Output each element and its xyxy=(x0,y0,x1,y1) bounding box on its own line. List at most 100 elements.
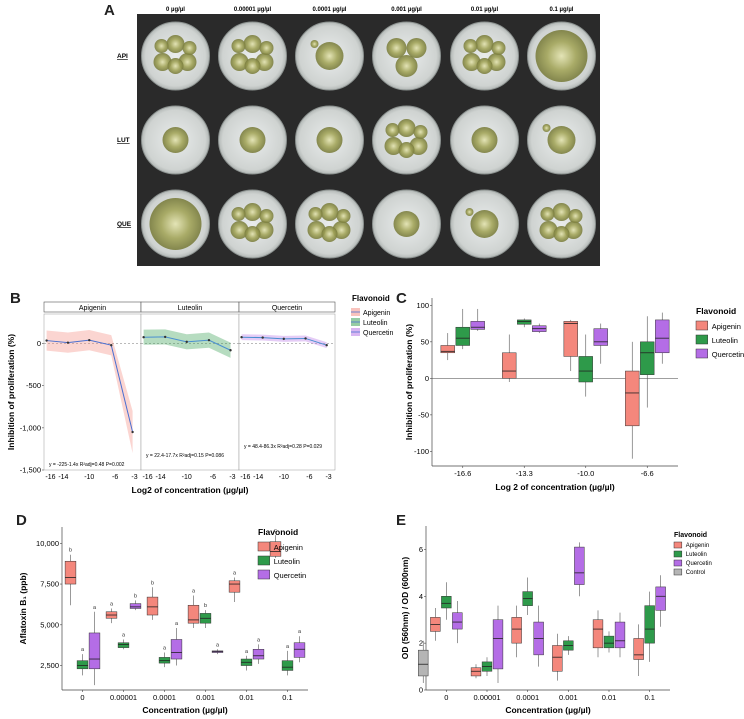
legend-label: Apigenin xyxy=(274,543,303,552)
significance-letter: b xyxy=(151,580,154,586)
fungal-colony xyxy=(149,198,202,250)
x-tick-label: -13.3 xyxy=(516,469,533,478)
y-tick-label: -50 xyxy=(418,410,429,419)
y-tick-label: 0 xyxy=(425,374,429,383)
fungal-colony xyxy=(259,41,274,55)
significance-letter: a xyxy=(175,621,179,627)
y-tick-label: 6 xyxy=(419,545,423,554)
y-tick-label: 5,000 xyxy=(40,620,59,629)
significance-letter: a xyxy=(216,642,220,648)
box-apigenin xyxy=(228,580,241,593)
regression-equation: y = 22.4-17.7x R²adj=0.15 P=0.086 xyxy=(146,453,224,459)
panel-c-box-chart: 100 50 0 -50 -100 -16.6 -13.3 -10.0 -6.6 Log 2 of… xyxy=(404,298,744,492)
petri-dish xyxy=(527,189,596,259)
x-tick-label: -14 xyxy=(58,474,68,481)
x-tick-label: 0 xyxy=(444,693,448,702)
box-control xyxy=(418,649,429,677)
legend-label: Quercetin xyxy=(363,330,393,337)
x-tick-label: -10 xyxy=(279,474,289,481)
x-tick-label: -3 xyxy=(325,474,331,481)
facet-strip xyxy=(238,301,336,313)
y-tick-label: 4 xyxy=(419,592,423,601)
data-point xyxy=(163,335,167,339)
fungal-colony xyxy=(397,119,416,137)
fungal-colony xyxy=(539,221,558,239)
box-luteolin xyxy=(441,596,452,609)
box-apigenin xyxy=(592,619,604,649)
x-tick-label: -10.0 xyxy=(577,469,594,478)
panel-letter-b: B xyxy=(10,290,21,307)
box-apigenin xyxy=(502,352,517,379)
box-quercetin xyxy=(593,328,608,346)
fungal-colony xyxy=(166,35,185,53)
confidence-band-apigenin xyxy=(46,330,133,454)
box-luteolin xyxy=(578,356,593,383)
y-tick-label: 0 xyxy=(37,339,41,348)
x-tick-label: -14 xyxy=(156,474,166,481)
y-tick-label: -100 xyxy=(414,447,429,456)
significance-letter: b xyxy=(134,593,137,599)
x-tick-label: -10 xyxy=(182,474,192,481)
panel-letter-a: A xyxy=(104,2,115,19)
y-tick-label: 50 xyxy=(421,337,429,346)
fungal-colony xyxy=(413,125,428,139)
fungal-colony xyxy=(162,127,189,153)
fungal-colony xyxy=(243,203,262,221)
x-tick-label: 0.1 xyxy=(644,693,654,702)
fungal-colony xyxy=(308,207,323,221)
panel-letter-e: E xyxy=(396,512,407,529)
legend-swatch xyxy=(695,348,708,359)
panel-a-plate-grid: 0 µg/µl 0.00001 µg/µl 0.0001 µg/µl 0.001 µg… xyxy=(117,7,600,266)
facet-label: Luteolin xyxy=(178,305,203,312)
facet-label: Quercetin xyxy=(272,305,302,312)
y-tick-label: 2 xyxy=(419,639,423,648)
box-quercetin xyxy=(492,619,504,670)
box-apigenin xyxy=(552,645,563,672)
box-quercetin xyxy=(129,603,142,609)
panel-b-line-chart: 0 -500 -1,000 -1,500 Inhibition of prolifera… xyxy=(6,294,393,495)
x-tick-label: -10 xyxy=(84,474,94,481)
legend-title: Flavonoid xyxy=(352,294,390,303)
box-quercetin xyxy=(452,612,463,630)
y-tick-label: -1,500 xyxy=(20,466,41,475)
box-apigenin xyxy=(440,345,455,354)
significance-letter: a xyxy=(286,644,290,650)
concentration-header: 0.001 µg/µl xyxy=(391,7,422,13)
legend-label: Apigenin xyxy=(686,543,709,549)
data-point xyxy=(240,335,243,339)
box-apigenin xyxy=(563,321,578,357)
legend-label: Luteolin xyxy=(686,552,707,558)
fungal-colony xyxy=(244,58,261,74)
petri-dish xyxy=(218,189,287,259)
petri-dish xyxy=(450,21,519,91)
facet-label: Apigenin xyxy=(79,305,106,312)
significance-letter: a xyxy=(192,588,196,594)
x-tick-label: -6 xyxy=(306,474,312,481)
legend-title: Flavonoid xyxy=(258,527,298,537)
box-quercetin xyxy=(88,632,101,670)
x-tick-label: 0.0001 xyxy=(153,693,176,702)
fungal-colony xyxy=(535,30,588,82)
fungal-colony xyxy=(243,35,262,53)
facet-panel xyxy=(140,313,240,471)
significance-letter: a xyxy=(110,602,114,608)
fungal-colony xyxy=(230,221,249,239)
fungal-colony xyxy=(310,40,319,48)
data-point xyxy=(229,349,232,352)
panel-e-box-chart: 0 2 4 6 0 0.00001 0.0001 0.001 0.01 0.1 Concentrat… xyxy=(400,526,712,715)
significance-letter: a xyxy=(257,637,261,643)
legend-label: Quercetin xyxy=(712,350,744,359)
box-luteolin xyxy=(117,642,130,648)
legend-swatch xyxy=(695,334,708,345)
legend-swatch xyxy=(695,320,708,331)
box-luteolin xyxy=(76,660,89,670)
fungal-colony xyxy=(470,210,499,238)
x-axis-title: Log2 of concentration (µg/µl) xyxy=(132,485,249,495)
legend-swatch xyxy=(257,569,270,580)
concentration-header: 0.0001 µg/µl xyxy=(313,7,347,13)
fungal-colony xyxy=(153,53,172,71)
fungal-colony xyxy=(384,137,403,155)
fungal-colony xyxy=(321,226,338,242)
x-tick-label: -6 xyxy=(112,474,118,481)
